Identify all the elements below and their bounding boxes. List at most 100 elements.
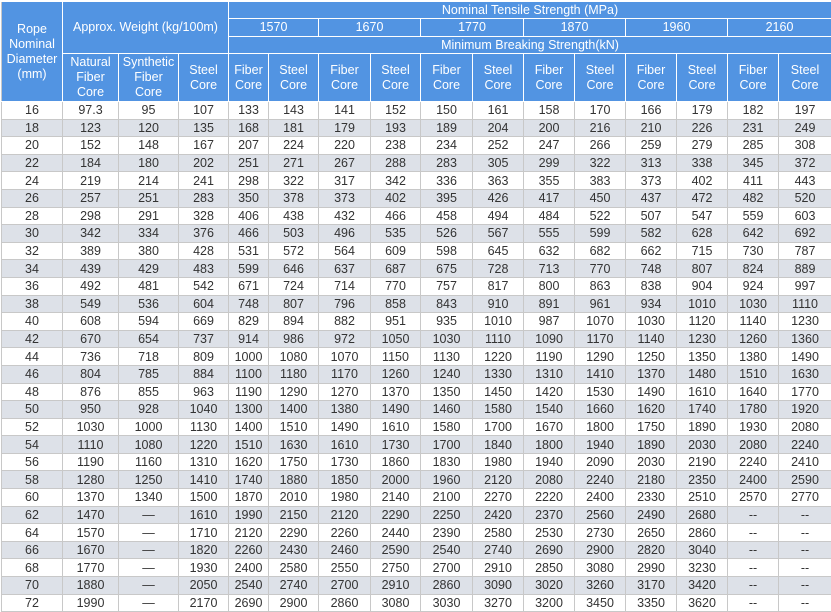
steel-core-subheader: Steel Core <box>677 54 728 102</box>
value-cell: 1770 <box>779 383 831 401</box>
value-cell: 1110 <box>63 436 119 454</box>
value-cell: 252 <box>473 137 524 155</box>
value-cell: 1140 <box>626 330 677 348</box>
value-cell: 313 <box>626 154 677 172</box>
value-cell: 298 <box>229 172 269 190</box>
value-cell: 1730 <box>319 453 371 471</box>
diameter-cell: 46 <box>2 365 63 383</box>
value-cell: 770 <box>371 277 421 295</box>
value-cell: 283 <box>179 189 229 207</box>
grade-header-1770: 1770 <box>421 19 524 37</box>
value-cell: 1870 <box>229 489 269 507</box>
value-cell: 2120 <box>229 524 269 542</box>
value-cell: — <box>119 541 179 559</box>
value-cell: 305 <box>473 154 524 172</box>
value-cell: 406 <box>229 207 269 225</box>
value-cell: 1070 <box>575 313 626 331</box>
value-cell: 609 <box>371 242 421 260</box>
value-cell: 1080 <box>119 436 179 454</box>
diameter-cell: 28 <box>2 207 63 225</box>
weight-subheader: Steel Core <box>179 54 229 102</box>
value-cell: 654 <box>119 330 179 348</box>
value-cell: 207 <box>229 137 269 155</box>
value-cell: 2170 <box>179 594 229 612</box>
value-cell: 1180 <box>269 365 319 383</box>
value-cell: 308 <box>779 137 831 155</box>
steel-core-subheader: Steel Core <box>371 54 421 102</box>
value-cell: 2910 <box>371 577 421 595</box>
value-cell: 2400 <box>728 471 779 489</box>
diameter-cell: 50 <box>2 401 63 419</box>
value-cell: 1260 <box>728 330 779 348</box>
diameter-cell: 70 <box>2 577 63 595</box>
value-cell: 829 <box>229 313 269 331</box>
value-cell: 1770 <box>63 559 119 577</box>
value-cell: 924 <box>728 277 779 295</box>
value-cell: 2370 <box>524 506 575 524</box>
value-cell: 737 <box>179 330 229 348</box>
value-cell: 1890 <box>677 418 728 436</box>
value-cell: 1470 <box>63 506 119 524</box>
value-cell: 675 <box>421 260 473 278</box>
value-cell: 257 <box>63 189 119 207</box>
steel-core-subheader: Steel Core <box>473 54 524 102</box>
value-cell: 1130 <box>179 418 229 436</box>
value-cell: 2430 <box>269 541 319 559</box>
value-cell: 363 <box>473 172 524 190</box>
value-cell: 437 <box>626 189 677 207</box>
value-cell: 2650 <box>626 524 677 542</box>
value-cell: 466 <box>229 225 269 243</box>
value-cell: 1240 <box>421 365 473 383</box>
value-cell: 150 <box>421 102 473 120</box>
value-cell: 123 <box>63 119 119 137</box>
value-cell: 214 <box>119 172 179 190</box>
value-cell: 531 <box>229 242 269 260</box>
fiber-core-subheader: Fiber Core <box>421 54 473 102</box>
value-cell: 3030 <box>421 594 473 612</box>
value-cell: 193 <box>371 119 421 137</box>
value-cell: 1510 <box>229 436 269 454</box>
value-cell: 567 <box>473 225 524 243</box>
value-cell: 2900 <box>575 541 626 559</box>
value-cell: 1140 <box>728 313 779 331</box>
fiber-core-subheader: Fiber Core <box>728 54 779 102</box>
weight-subheader: Natural Fiber Core <box>63 54 119 102</box>
diameter-header: Rope Nominal Diameter (mm) <box>2 2 63 102</box>
value-cell: 166 <box>626 102 677 120</box>
value-cell: 1310 <box>179 453 229 471</box>
diameter-cell: 34 <box>2 260 63 278</box>
value-cell: 342 <box>63 225 119 243</box>
value-cell: 1750 <box>269 453 319 471</box>
value-cell: 322 <box>269 172 319 190</box>
value-cell: 216 <box>575 119 626 137</box>
value-cell: 1030 <box>63 418 119 436</box>
value-cell: 376 <box>179 225 229 243</box>
value-cell: 180 <box>119 154 179 172</box>
value-cell: 1800 <box>524 436 575 454</box>
value-cell: 559 <box>728 207 779 225</box>
value-cell: 283 <box>421 154 473 172</box>
value-cell: 2080 <box>728 436 779 454</box>
value-cell: 1030 <box>421 330 473 348</box>
value-cell: 1990 <box>63 594 119 612</box>
value-cell: 143 <box>269 102 319 120</box>
value-cell: 2150 <box>269 506 319 524</box>
grade-header-1570: 1570 <box>229 19 319 37</box>
value-cell: 378 <box>269 189 319 207</box>
value-cell: 1190 <box>524 348 575 366</box>
value-cell: 2390 <box>421 524 473 542</box>
value-cell: 2240 <box>575 471 626 489</box>
value-cell: 564 <box>319 242 371 260</box>
fiber-core-subheader: Fiber Core <box>524 54 575 102</box>
diameter-cell: 26 <box>2 189 63 207</box>
value-cell: 1610 <box>319 436 371 454</box>
value-cell: 692 <box>779 225 831 243</box>
value-cell: 934 <box>626 295 677 313</box>
diameter-cell: 32 <box>2 242 63 260</box>
value-cell: 715 <box>677 242 728 260</box>
value-cell: 148 <box>119 137 179 155</box>
